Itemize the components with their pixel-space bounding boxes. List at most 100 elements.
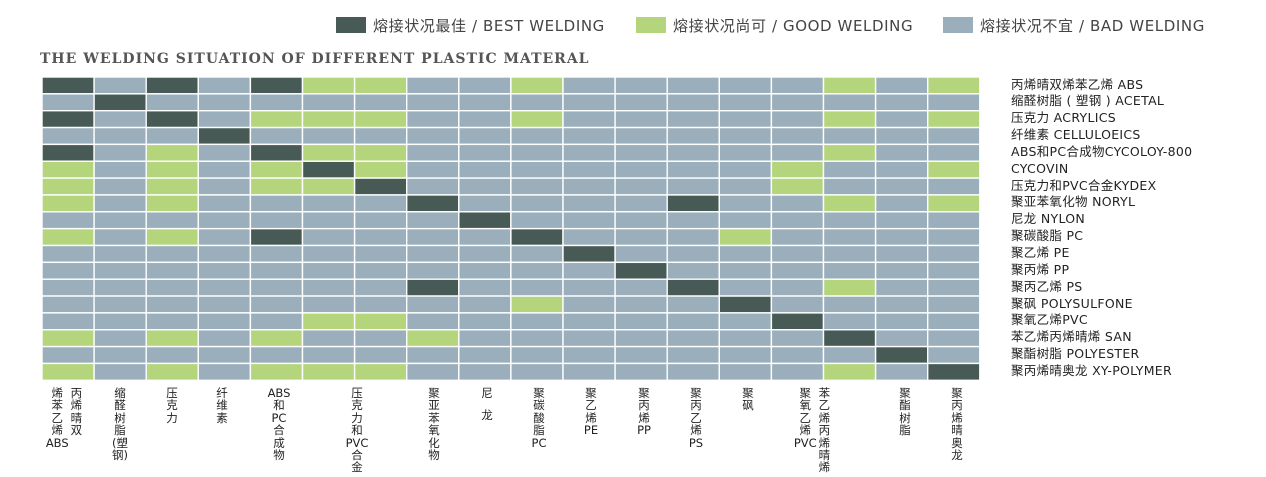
heatmap-cell-r4-c13 <box>718 143 773 162</box>
heatmap-cell-r4-c8 <box>458 143 512 162</box>
column-label: 压克力 <box>166 386 178 425</box>
heatmap-cell-r9-c16 <box>874 227 929 247</box>
legend-item-good: 熔接状况尚可 / GOOD WELDING <box>636 14 913 36</box>
heatmap-cell-r15-c10 <box>562 329 616 348</box>
heatmap-cell-r4-c14 <box>770 143 825 162</box>
heatmap-cell-r7-c15 <box>822 194 877 213</box>
heatmap-cell-r12-c17 <box>927 278 981 297</box>
heatmap-cell-r14-c12 <box>666 312 721 331</box>
heatmap-cell-r10-c8 <box>458 244 512 264</box>
row-label: 聚丙烯 PP <box>1011 261 1070 277</box>
heatmap-cell-r1-c15 <box>822 93 877 112</box>
heatmap-cell-r13-c8 <box>458 295 512 314</box>
heatmap-cell-r17-c7 <box>406 362 460 382</box>
heatmap-cell-r2-c5 <box>301 109 356 129</box>
heatmap-cell-r1-c1 <box>93 93 147 112</box>
heatmap-cell-r12-c10 <box>562 278 616 297</box>
heatmap-cell-r16-c10 <box>562 345 616 365</box>
heatmap-cell-r2-c1 <box>93 109 147 129</box>
heatmap-cell-r14-c1 <box>93 312 147 331</box>
heatmap-cell-r6-c0 <box>41 177 95 196</box>
heatmap-cell-r4-c12 <box>666 143 721 162</box>
heatmap-cell-r5-c12 <box>666 160 721 179</box>
heatmap-cell-r13-c2 <box>145 295 199 314</box>
row-label: 聚砜 POLYSULFONE <box>1011 295 1133 311</box>
heatmap-cell-r5-c6 <box>353 160 408 179</box>
heatmap-cell-r10-c13 <box>718 244 773 264</box>
heatmap-cell-r5-c14 <box>770 160 825 179</box>
heatmap-cell-r6-c6 <box>353 177 408 196</box>
heatmap-cell-r3-c7 <box>406 126 460 146</box>
heatmap-cell-r13-c17 <box>927 295 981 314</box>
heatmap-cell-r15-c9 <box>510 329 564 348</box>
heatmap-cell-r14-c0 <box>41 312 95 331</box>
heatmap-cell-r3-c2 <box>145 126 199 146</box>
column-label: 聚丙烯晴奥龙 <box>951 386 963 463</box>
heatmap-cell-r17-c13 <box>718 362 773 382</box>
heatmap-cell-r7-c11 <box>614 194 668 213</box>
heatmap-cell-r16-c6 <box>353 345 408 365</box>
column-label: 尼 龙 <box>481 386 493 423</box>
heatmap-cell-r17-c10 <box>562 362 616 382</box>
heatmap-cell-r8-c17 <box>927 211 981 230</box>
heatmap-cell-r13-c15 <box>822 295 877 314</box>
heatmap-cell-r7-c8 <box>458 194 512 213</box>
heatmap-cell-r10-c1 <box>93 244 147 264</box>
heatmap-cell-r15-c6 <box>353 329 408 348</box>
legend-item-best: 熔接状况最佳 / BEST WELDING <box>336 14 605 36</box>
heatmap-cell-r4-c6 <box>353 143 408 162</box>
heatmap-cell-r15-c16 <box>874 329 929 348</box>
heatmap-cell-r4-c7 <box>406 143 460 162</box>
heatmap-cell-r11-c7 <box>406 261 460 280</box>
heatmap-cell-r14-c17 <box>927 312 981 331</box>
heatmap-cell-r7-c13 <box>718 194 773 213</box>
heatmap-cell-r5-c4 <box>249 160 304 179</box>
heatmap-cell-r0-c11 <box>614 76 668 95</box>
heatmap-cell-r12-c16 <box>874 278 929 297</box>
heatmap-cell-r11-c1 <box>93 261 147 280</box>
heatmap-cell-r0-c8 <box>458 76 512 95</box>
heatmap-cell-r16-c3 <box>197 345 252 365</box>
heatmap-cell-r11-c6 <box>353 261 408 280</box>
heatmap-cell-r11-c12 <box>666 261 721 280</box>
heatmap-cell-r2-c13 <box>718 109 773 129</box>
heatmap-cell-r10-c17 <box>927 244 981 264</box>
heatmap-cell-r5-c0 <box>41 160 95 179</box>
heatmap-cell-r2-c12 <box>666 109 721 129</box>
heatmap-cell-r7-c9 <box>510 194 564 213</box>
heatmap-cell-r2-c3 <box>197 109 252 129</box>
heatmap-cell-r12-c9 <box>510 278 564 297</box>
heatmap-cell-r8-c5 <box>301 211 356 230</box>
heatmap-cell-r13-c14 <box>770 295 825 314</box>
heatmap-cell-r6-c9 <box>510 177 564 196</box>
row-label: ABS和PC合成物CYCOLOY-800 <box>1011 143 1193 159</box>
heatmap-cell-r10-c5 <box>301 244 356 264</box>
heatmap-cell-r4-c9 <box>510 143 564 162</box>
heatmap-cell-r3-c10 <box>562 126 616 146</box>
heatmap-cell-r0-c2 <box>145 76 199 95</box>
heatmap-cell-r15-c2 <box>145 329 199 348</box>
heatmap-cell-r17-c5 <box>301 362 356 382</box>
heatmap-cell-r11-c15 <box>822 261 877 280</box>
column-label: 聚砜 <box>742 386 754 413</box>
heatmap-cell-r10-c14 <box>770 244 825 264</box>
row-label: 纤维素 CELLULOEICS <box>1011 127 1141 143</box>
heatmap-cell-r2-c7 <box>406 109 460 129</box>
heatmap-cell-r2-c14 <box>770 109 825 129</box>
heatmap-cell-r8-c0 <box>41 211 95 230</box>
heatmap-cell-r10-c12 <box>666 244 721 264</box>
heatmap-cell-r10-c16 <box>874 244 929 264</box>
heatmap-cell-r3-c17 <box>927 126 981 146</box>
heatmap-cell-r2-c6 <box>353 109 408 129</box>
heatmap-cell-r9-c6 <box>353 227 408 247</box>
column-label: 苯乙烯丙烯晴烯聚氧乙烯 PVC <box>793 386 831 475</box>
heatmap-cell-r14-c10 <box>562 312 616 331</box>
heatmap-cell-r17-c11 <box>614 362 668 382</box>
heatmap-cell-r5-c7 <box>406 160 460 179</box>
row-label: 聚碳酸脂 PC <box>1011 228 1084 244</box>
heatmap-cell-r15-c3 <box>197 329 252 348</box>
heatmap-cell-r0-c9 <box>510 76 564 95</box>
heatmap-cell-r13-c12 <box>666 295 721 314</box>
heatmap-cell-r12-c4 <box>249 278 304 297</box>
heatmap-cell-r1-c2 <box>145 93 199 112</box>
